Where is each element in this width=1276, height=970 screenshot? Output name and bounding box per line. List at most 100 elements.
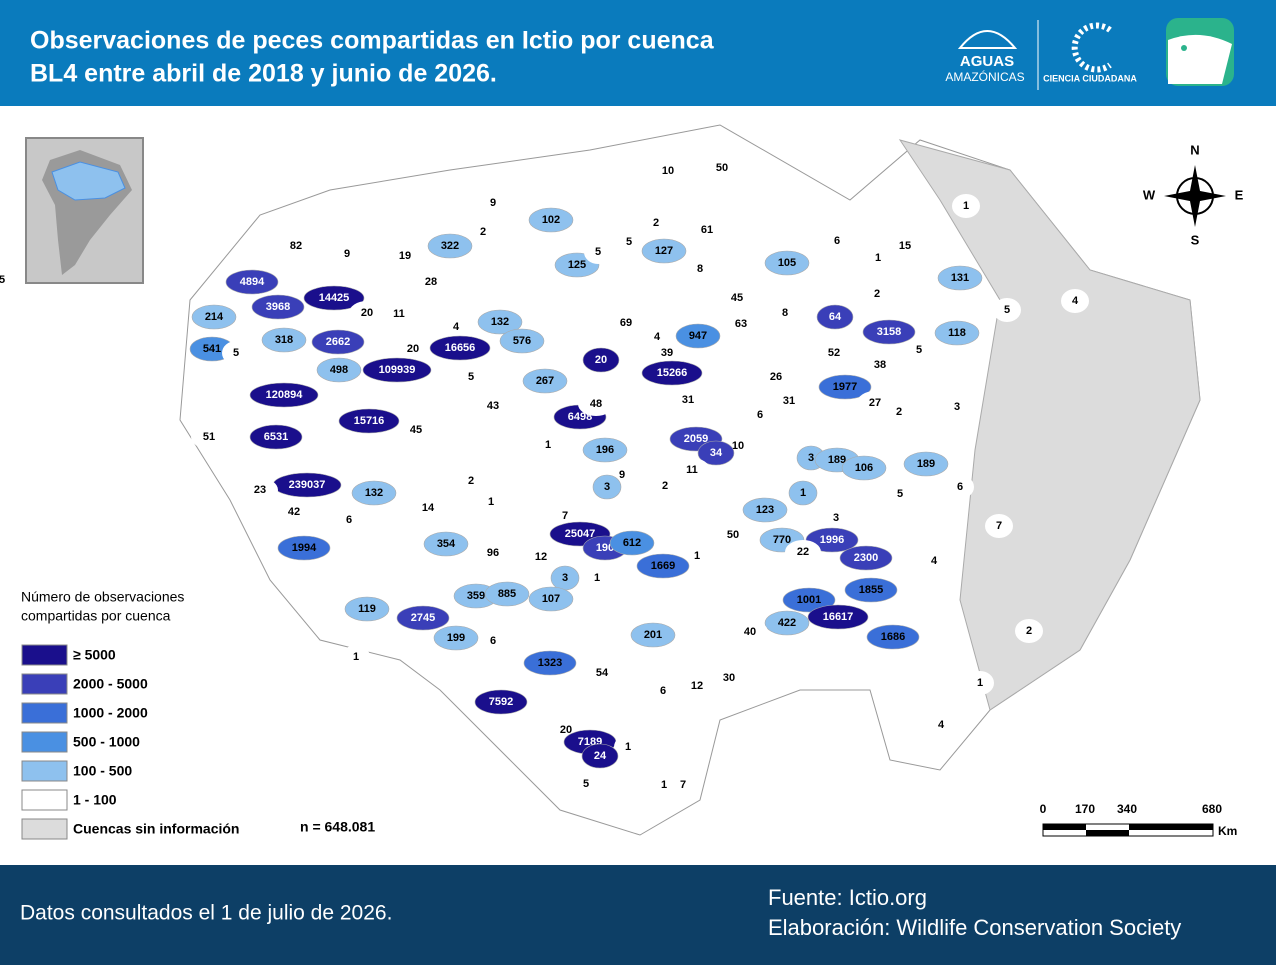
basin (615, 230, 643, 254)
basin-label: 2 (896, 406, 902, 418)
basin-label: 2 (480, 226, 486, 238)
basin-label: 359 (467, 590, 485, 602)
footer-date: Datos consultados el 1 de julio de 2026. (20, 902, 392, 925)
basin (862, 319, 916, 345)
basin-label: 14425 (319, 292, 350, 304)
basin (758, 365, 794, 389)
basin (650, 159, 686, 183)
basin (943, 395, 971, 419)
basin-label: 2059 (684, 433, 708, 445)
basin-label: 43 (487, 400, 499, 412)
basin-label: 45 (410, 424, 422, 436)
basin (689, 218, 725, 242)
legend-n: n = 648.081 (300, 819, 375, 835)
basin-label: 14 (422, 502, 435, 514)
logo-aguas: AGUAS AMAZÓNICAS (945, 30, 1025, 84)
basin-label: 498 (330, 364, 348, 376)
basin (771, 389, 807, 413)
basin (704, 156, 740, 180)
basin-label: 42 (288, 506, 300, 518)
basin-label: 5 (897, 488, 903, 500)
legend-swatch (21, 818, 68, 840)
basin-label: 3 (833, 512, 839, 524)
basin-label: 50 (727, 529, 739, 541)
basin (675, 323, 721, 349)
basin-label: 5 (0, 274, 5, 286)
basin (641, 360, 703, 386)
scale-tick: 0 (1040, 802, 1047, 816)
basin-label: 267 (536, 375, 554, 387)
legend-swatch (21, 673, 68, 695)
basin (442, 315, 470, 339)
basin-label: 15716 (354, 415, 385, 427)
basin (823, 229, 851, 253)
basin (381, 302, 417, 326)
basin (764, 250, 810, 276)
basin-label: 54 (596, 667, 609, 679)
compass-label: N (1190, 142, 1199, 157)
basin (582, 437, 628, 463)
basin (499, 328, 545, 354)
scale-tick: 170 (1075, 802, 1095, 816)
basin-label: 4 (938, 719, 945, 731)
basin (551, 504, 579, 528)
basin-label: 201 (644, 629, 662, 641)
basin-label: 576 (513, 335, 531, 347)
basin (669, 773, 697, 797)
basin (583, 566, 611, 590)
basin (249, 382, 319, 408)
basin-label: 123 (756, 504, 774, 516)
basin-label: 69 (620, 317, 632, 329)
basin (261, 327, 307, 353)
basin-label: 322 (441, 240, 459, 252)
basin (782, 587, 836, 613)
basin (679, 674, 715, 698)
basin-label: 26 (770, 371, 782, 383)
basin (484, 581, 530, 607)
basin (686, 257, 714, 281)
basin-label: 1 (625, 741, 631, 753)
compass-label: S (1191, 232, 1200, 247)
basin-label: 354 (437, 538, 456, 550)
basin-label: 10 (662, 165, 674, 177)
legend-label: 500 - 1000 (73, 734, 140, 750)
basin (578, 392, 614, 416)
basin (572, 772, 600, 796)
basin (903, 451, 949, 477)
basin (946, 475, 974, 499)
basin-label: 6531 (264, 431, 288, 443)
footer-credit: Elaboración: Wildlife Conservation Socie… (768, 915, 1181, 940)
basin-label: 3 (954, 401, 960, 413)
basin (242, 478, 278, 502)
basin (711, 666, 747, 690)
basin-label: 96 (487, 547, 499, 559)
basin-label: 2 (653, 217, 659, 229)
basin-label: 189 (828, 454, 846, 466)
basin-label: 23 (254, 484, 266, 496)
basin-label: 82 (290, 240, 302, 252)
basin-label: 1 (977, 677, 983, 689)
basin (433, 625, 479, 651)
basin-label: 422 (778, 617, 796, 629)
basin-label: 2745 (411, 612, 435, 624)
basin (225, 269, 279, 295)
basin (905, 338, 933, 362)
basin (475, 541, 511, 565)
basin-label: 11 (686, 464, 698, 476)
basin (822, 506, 850, 530)
basin-label: 22 (797, 546, 809, 558)
basin-label: 199 (447, 632, 465, 644)
basin-label: 20 (361, 307, 373, 319)
basin-label: 3158 (877, 326, 901, 338)
basin (191, 304, 237, 330)
basin-label: 1 (800, 487, 806, 499)
basin-label: 1996 (820, 534, 844, 546)
logo-text: AMAZÓNICAS (945, 69, 1024, 84)
basin (362, 357, 432, 383)
basin-label: 125 (568, 259, 586, 271)
basin-label: 5 (583, 778, 589, 790)
basin (937, 265, 983, 291)
basin (477, 309, 523, 335)
basin (398, 418, 434, 442)
legend-title: compartidas por cuenca (21, 608, 171, 624)
